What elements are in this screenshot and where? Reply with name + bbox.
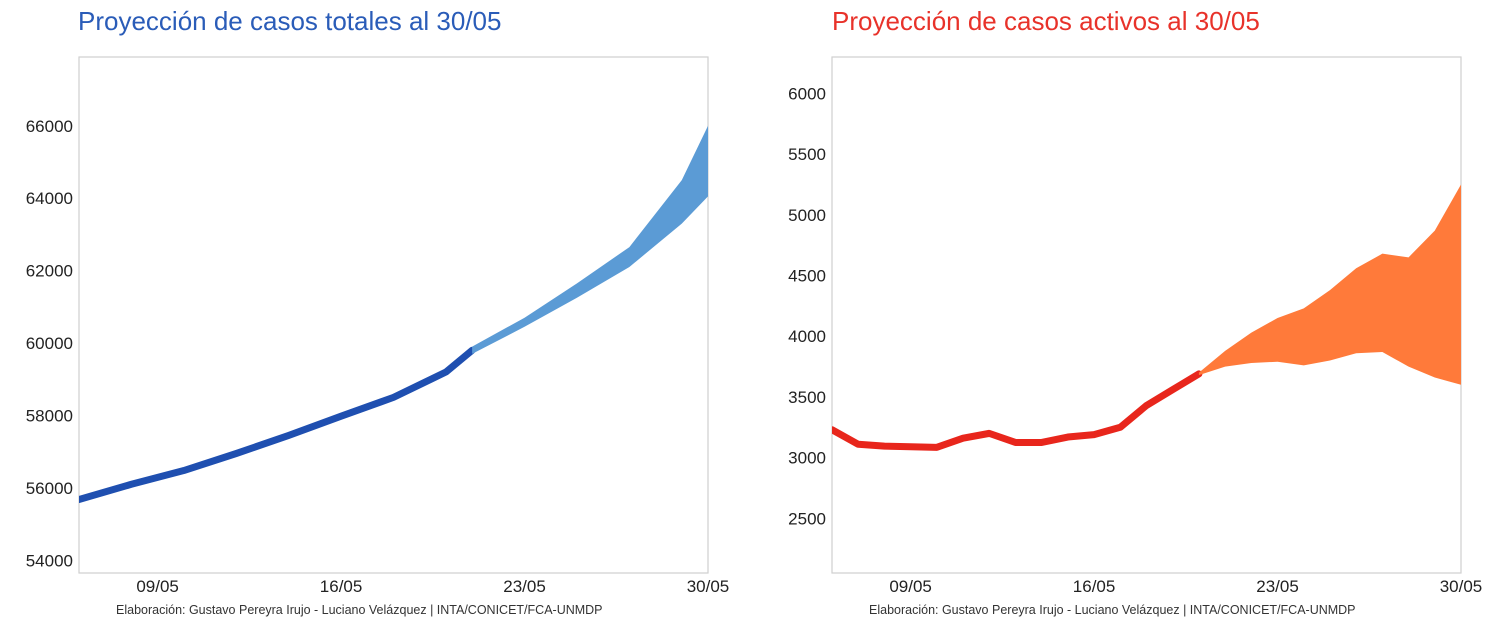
- projection-band: [1198, 184, 1461, 385]
- y-tick-label: 6000: [788, 84, 826, 103]
- x-tick-label: 16/05: [320, 577, 363, 596]
- y-tick-label: 2500: [788, 509, 826, 528]
- credit-text-right: Elaboración: Gustavo Pereyra Irujo - Luc…: [869, 603, 1356, 617]
- y-tick-label: 4000: [788, 327, 826, 346]
- plot-frame: [78, 56, 709, 574]
- x-tick-label: 16/05: [1073, 577, 1116, 596]
- y-tick-label: 5500: [788, 145, 826, 164]
- y-tick-label: 3500: [788, 388, 826, 407]
- projection-band: [472, 125, 708, 354]
- x-tick-label: 30/05: [687, 577, 730, 596]
- x-tick-label: 09/05: [889, 577, 932, 596]
- y-tick-label: 54000: [26, 551, 73, 570]
- x-tick-label: 09/05: [136, 577, 179, 596]
- plot-area: [79, 125, 708, 503]
- plot-area: [832, 184, 1461, 451]
- y-tick-label: 3000: [788, 449, 826, 468]
- y-tick-label: 58000: [26, 406, 73, 425]
- credit-text-left: Elaboración: Gustavo Pereyra Irujo - Luc…: [116, 603, 603, 617]
- observed-series-line: [79, 346, 476, 503]
- x-tick-label: 23/05: [1256, 577, 1299, 596]
- active-cases-chart: 2500 3000 3500 4000 4500 5000 5500 6000 09/05 16/…: [788, 56, 1483, 596]
- chart-title-active-cases: Proyección de casos activos al 30/05: [832, 6, 1260, 36]
- y-tick-label: 56000: [26, 479, 73, 498]
- y-tick-label: 66000: [26, 117, 73, 136]
- x-tick-label: 30/05: [1440, 577, 1483, 596]
- y-tick-label: 64000: [26, 189, 73, 208]
- y-tick-label: 60000: [26, 334, 73, 353]
- y-tick-label: 4500: [788, 267, 826, 286]
- total-cases-chart: 54000 56000 58000 60000 62000 64000 66000 09/05…: [26, 56, 730, 596]
- y-tick-label: 62000: [26, 262, 73, 281]
- y-tick-label: 5000: [788, 206, 826, 225]
- observed-series-line: [832, 370, 1203, 451]
- x-tick-label: 23/05: [503, 577, 546, 596]
- chart-title-total-cases: Proyección de casos totales al 30/05: [78, 6, 502, 36]
